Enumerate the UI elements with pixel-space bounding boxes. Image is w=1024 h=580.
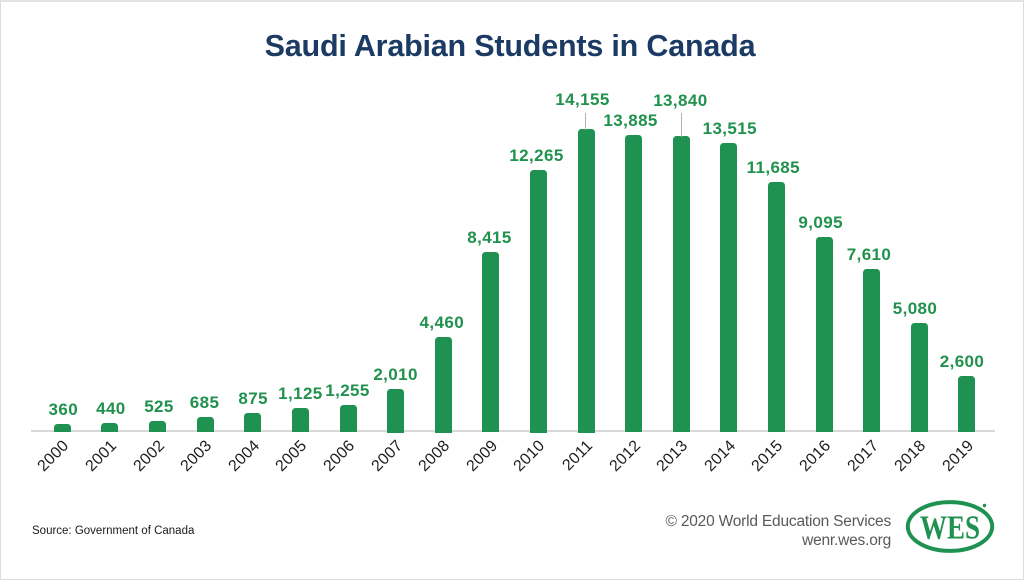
svg-text:WES: WES: [920, 510, 980, 547]
